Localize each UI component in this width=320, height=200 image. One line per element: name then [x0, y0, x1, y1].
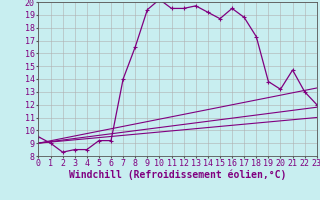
X-axis label: Windchill (Refroidissement éolien,°C): Windchill (Refroidissement éolien,°C)	[69, 170, 286, 180]
